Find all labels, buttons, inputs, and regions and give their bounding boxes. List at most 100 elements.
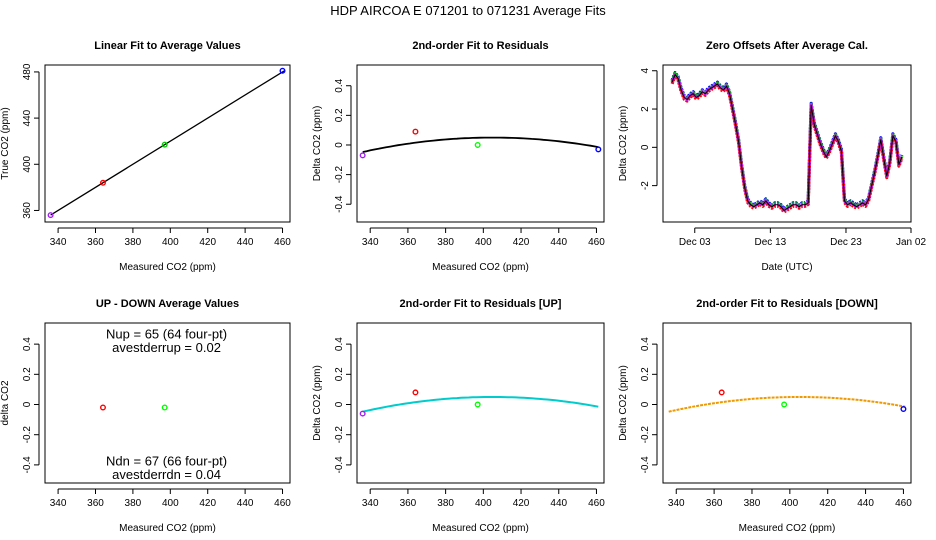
y-tick-label: 0.2 bbox=[22, 367, 33, 381]
x-axis-label: Measured CO2 (ppm) bbox=[119, 523, 216, 534]
y-tick-label: 0.4 bbox=[334, 337, 345, 351]
y-tick-label: -0.2 bbox=[22, 426, 33, 444]
x-tick-label: 420 bbox=[513, 237, 530, 248]
y-tick-label: -0.2 bbox=[334, 166, 345, 184]
x-tick-label: 340 bbox=[50, 498, 67, 509]
data-marks bbox=[670, 71, 904, 214]
x-tick-label: 380 bbox=[125, 498, 142, 509]
fit-curve bbox=[362, 396, 599, 413]
panel-title: 2nd-order Fit to Residuals bbox=[412, 40, 548, 52]
y-tick-label: -0.4 bbox=[640, 456, 651, 474]
figure-title: HDP AIRCOA E 071201 to 071231 Average Fi… bbox=[330, 3, 606, 18]
y-tick-label: 0 bbox=[334, 142, 345, 148]
x-tick-label: 340 bbox=[362, 498, 379, 509]
x-tick-label: 420 bbox=[199, 237, 216, 248]
data-point bbox=[99, 404, 106, 411]
panel-p2: 2nd-order Fit to Residuals 340 360 380 400 42… bbox=[312, 40, 605, 273]
x-tick-label: 360 bbox=[400, 498, 417, 509]
x-tick-label: 400 bbox=[475, 237, 492, 248]
x-tick-label: 360 bbox=[706, 498, 723, 509]
y-axis-label: delta CO2 bbox=[0, 380, 11, 425]
y-tick-label: 360 bbox=[22, 202, 33, 219]
y-tick-label: 480 bbox=[22, 63, 33, 80]
panels: Linear Fit to Average Values 340 360 380 400… bbox=[0, 40, 926, 534]
y-tick-label: -0.2 bbox=[334, 426, 345, 444]
annotation-text: avestderrup = 0.02 bbox=[112, 340, 221, 355]
y-axis-label: Delta CO2 (ppm) bbox=[312, 106, 323, 182]
data-point bbox=[412, 389, 419, 396]
data-point bbox=[718, 389, 725, 396]
plot-frame bbox=[356, 64, 605, 223]
panel-p1: Linear Fit to Average Values 340 360 380 400… bbox=[0, 40, 291, 273]
x-tick-label: 380 bbox=[437, 237, 454, 248]
data-point bbox=[474, 401, 481, 408]
panel-p6: 2nd-order Fit to Residuals [DOWN] 340 360 3… bbox=[618, 298, 912, 534]
y-axis-label: Delta CO2 (ppm) bbox=[618, 365, 629, 441]
y-tick-label: 0 bbox=[640, 401, 651, 407]
data-point bbox=[99, 179, 106, 186]
x-tick-label: 340 bbox=[50, 237, 67, 248]
series-line-avg bbox=[671, 74, 903, 211]
data-marks bbox=[50, 70, 285, 216]
x-tick-label: 400 bbox=[781, 498, 798, 509]
panel-title: Linear Fit to Average Values bbox=[94, 40, 241, 52]
series-line-red bbox=[670, 74, 904, 214]
x-tick-label: 340 bbox=[362, 237, 379, 248]
x-tick-label: 440 bbox=[550, 498, 567, 509]
x-axis-label: Date (UTC) bbox=[761, 262, 812, 273]
fit-curve bbox=[362, 136, 599, 153]
annotation-text: Ndn = 67 (66 four-pt) bbox=[106, 453, 227, 468]
data-marks bbox=[362, 136, 599, 153]
plot-frame bbox=[356, 322, 605, 484]
y-axis-label: Delta CO2 (ppm) bbox=[312, 365, 323, 441]
y-tick-label: 0.4 bbox=[334, 78, 345, 92]
fit-line bbox=[50, 70, 285, 216]
x-tick-label: Dec 23 bbox=[830, 237, 862, 248]
data-point bbox=[161, 404, 168, 411]
panel-p5: 2nd-order Fit to Residuals [UP] 340 360 380… bbox=[312, 298, 605, 534]
annotation-text: Nup = 65 (64 four-pt) bbox=[106, 327, 227, 342]
x-axis-label: Measured CO2 (ppm) bbox=[739, 523, 836, 534]
y-tick-label: 0.4 bbox=[22, 337, 33, 351]
x-tick-label: 360 bbox=[87, 498, 104, 509]
x-tick-label: Jan 02 bbox=[896, 237, 926, 248]
x-tick-label: 400 bbox=[162, 237, 179, 248]
panel-title: 2nd-order Fit to Residuals [UP] bbox=[400, 298, 562, 310]
x-axis-label: Measured CO2 (ppm) bbox=[119, 262, 216, 273]
y-tick-label: -2 bbox=[640, 181, 651, 190]
y-tick-label: 0.4 bbox=[640, 337, 651, 351]
x-tick-label: 440 bbox=[237, 237, 254, 248]
data-point bbox=[412, 128, 419, 135]
y-tick-label: 2 bbox=[640, 106, 651, 112]
x-tick-label: Dec 13 bbox=[755, 237, 787, 248]
x-tick-label: 460 bbox=[588, 237, 605, 248]
data-point bbox=[595, 146, 602, 153]
data-point bbox=[781, 401, 788, 408]
panel-title: 2nd-order Fit to Residuals [DOWN] bbox=[696, 298, 878, 310]
plot-frame bbox=[44, 322, 291, 484]
x-axis-label: Measured CO2 (ppm) bbox=[432, 262, 529, 273]
data-point bbox=[359, 152, 366, 159]
panel-title: Zero Offsets After Average Cal. bbox=[706, 40, 868, 52]
x-tick-label: 400 bbox=[162, 498, 179, 509]
x-axis-label: Measured CO2 (ppm) bbox=[432, 523, 529, 534]
x-tick-label: 360 bbox=[87, 237, 104, 248]
data-point bbox=[161, 141, 168, 148]
y-tick-label: 0.2 bbox=[334, 367, 345, 381]
series-line-purple bbox=[670, 73, 904, 213]
x-tick-label: 340 bbox=[668, 498, 685, 509]
x-tick-label: 440 bbox=[857, 498, 874, 509]
x-tick-label: 460 bbox=[588, 498, 605, 509]
x-tick-label: 400 bbox=[475, 498, 492, 509]
x-tick-label: 440 bbox=[237, 498, 254, 509]
x-tick-label: 420 bbox=[513, 498, 530, 509]
data-point bbox=[474, 141, 481, 148]
data-marks bbox=[362, 396, 599, 413]
x-tick-label: 380 bbox=[437, 498, 454, 509]
plot-frame bbox=[662, 64, 912, 223]
x-tick-label: 460 bbox=[274, 498, 291, 509]
x-tick-label: 420 bbox=[199, 498, 216, 509]
y-tick-label: 400 bbox=[22, 156, 33, 173]
y-tick-label: -0.4 bbox=[334, 456, 345, 474]
